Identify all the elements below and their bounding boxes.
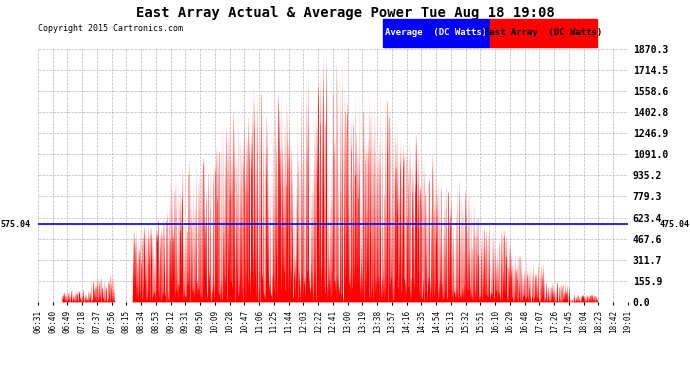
Text: 475.04: 475.04 bbox=[660, 219, 689, 228]
Text: Average  (DC Watts): Average (DC Watts) bbox=[385, 28, 488, 38]
Text: East Array Actual & Average Power Tue Aug 18 19:08: East Array Actual & Average Power Tue Au… bbox=[136, 6, 554, 20]
Text: 575.04: 575.04 bbox=[1, 219, 30, 228]
Text: Copyright 2015 Cartronics.com: Copyright 2015 Cartronics.com bbox=[38, 24, 183, 33]
Text: East Array  (DC Watts): East Array (DC Watts) bbox=[484, 28, 602, 38]
